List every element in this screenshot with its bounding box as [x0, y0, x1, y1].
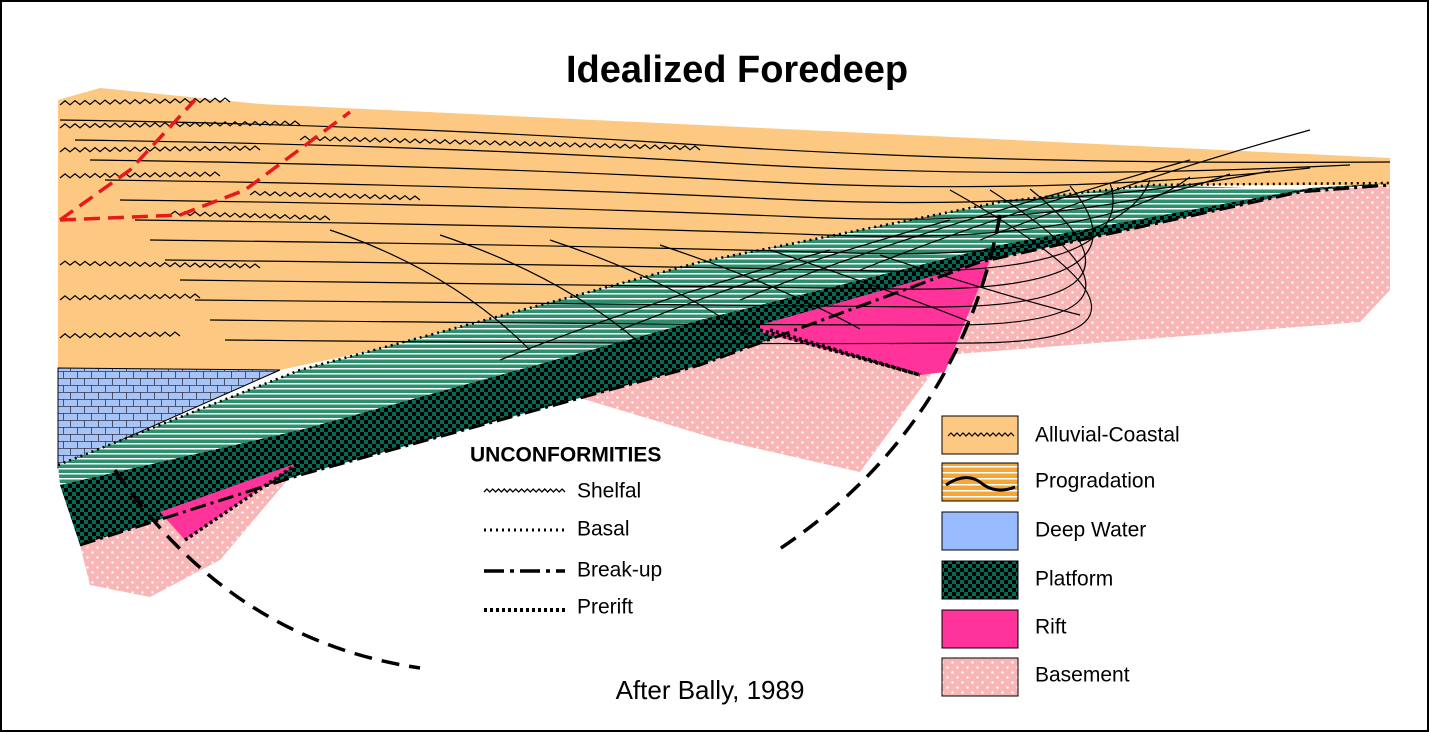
stratum-line: [59, 331, 181, 339]
deep-water-unit: [57, 367, 281, 469]
fault: [774, 214, 1002, 554]
stratum-line: [59, 293, 201, 301]
key-title: UNCONFORMITIES: [470, 444, 661, 467]
legend-swatch: [941, 560, 1019, 600]
key-label: Prerift: [577, 596, 633, 619]
legend-label: Platform: [1035, 568, 1113, 591]
stratum-line: [224, 189, 1093, 345]
stratum-line: [249, 190, 421, 201]
key-label: Basal: [577, 518, 630, 541]
stratum-line: [739, 189, 1071, 301]
stratum-line: [499, 249, 831, 361]
legend-label: Alluvial-Coastal: [1035, 424, 1180, 447]
title: Idealized Foredeep: [566, 49, 908, 91]
credit: After Bally, 1989: [616, 675, 805, 705]
stratum-line: [59, 171, 221, 179]
legend-swatch: [941, 415, 1019, 455]
stratum-line: [74, 139, 1351, 174]
stratum-line: [769, 249, 971, 323]
stratum-line: [59, 145, 261, 153]
stratum-line: [879, 254, 1081, 316]
cross-section: [57, 88, 1391, 670]
fault: [113, 469, 421, 670]
legend-label: Basement: [1035, 664, 1130, 687]
stratum-line: [104, 170, 1271, 204]
stratum-line: [549, 239, 751, 337]
stratum-line: [59, 119, 1391, 163]
stratum-line: [169, 210, 331, 221]
stratum-line: [859, 159, 1191, 271]
key-label: Shelfal: [577, 480, 641, 503]
legend: Alluvial-Coastal Progradation Deep Water…: [941, 415, 1180, 697]
unconformities-key: UNCONFORMITIES Shelfal Basal Break-up Pr…: [470, 444, 662, 619]
stratum-line: [59, 120, 301, 129]
legend-label: Deep Water: [1035, 519, 1146, 542]
alluvial-unit: [58, 88, 1390, 370]
stratum-line: [59, 97, 231, 106]
legend-swatch: [941, 657, 1019, 697]
fault: [58, 98, 352, 222]
legend-symbol: [945, 476, 1016, 492]
legend-label: Progradation: [1035, 470, 1155, 493]
stratum-line: [134, 176, 1191, 237]
stratum-line: [89, 159, 1311, 188]
stratum-line: [439, 234, 641, 344]
key-label: Break-up: [577, 559, 662, 582]
stratum-line: [329, 229, 531, 351]
basal-unconformity: [57, 181, 1391, 467]
stratum-line: [299, 135, 701, 151]
legend-symbol: [947, 432, 1015, 437]
break-up-unconformity: [79, 183, 1391, 547]
shelfal-symbol: [483, 488, 566, 493]
progradation-unit: [58, 185, 1310, 485]
stratum-line: [209, 189, 1087, 326]
legend-swatch: [941, 511, 1019, 551]
stratum-line: [619, 219, 951, 331]
basement-unit: [80, 185, 1390, 597]
stratum-line: [149, 179, 1151, 255]
legend-swatch: [941, 609, 1019, 649]
legend-label: Rift: [1035, 616, 1067, 639]
rift-unit: [160, 462, 300, 540]
stratum-line: [119, 173, 1231, 220]
stratum-line: [179, 185, 1094, 290]
stratum-line: [659, 244, 861, 330]
stratum-line: [979, 129, 1311, 241]
stratum-line: [59, 260, 261, 269]
prerift-unconformity: [184, 328, 921, 542]
stratum-line: [164, 182, 1114, 272]
